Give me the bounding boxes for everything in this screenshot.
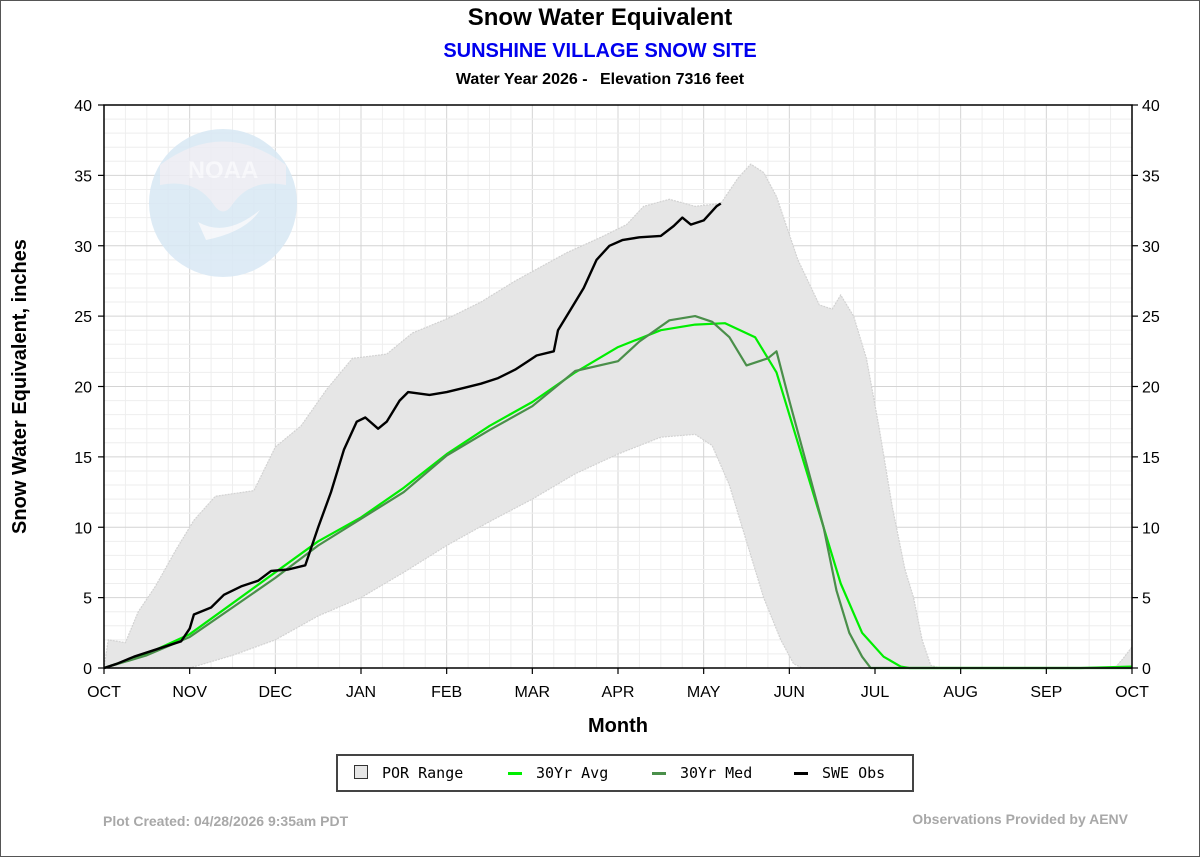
x-tick-label: MAR bbox=[515, 684, 551, 701]
y-tick-label-right: 30 bbox=[1142, 239, 1160, 256]
plot-created: Plot Created: 04/28/2026 9:35am PDT bbox=[103, 813, 349, 829]
noaa-wing-shape bbox=[198, 210, 260, 240]
legend: POR Range 30Yr Avg 30Yr Med SWE Obs bbox=[336, 754, 914, 792]
x-tick-label: JUL bbox=[861, 684, 890, 701]
y-tick-label-right: 15 bbox=[1142, 450, 1160, 467]
legend-med-swatch bbox=[652, 772, 666, 775]
x-tick-label: FEB bbox=[431, 684, 462, 701]
noaa-watermark: NOAA bbox=[149, 129, 297, 277]
legend-obs-swatch bbox=[794, 772, 808, 775]
x-axis-label: Month bbox=[588, 715, 648, 737]
x-tick-label: APR bbox=[602, 684, 635, 701]
x-tick-label: OCT bbox=[1115, 684, 1149, 701]
chart-title: Snow Water Equivalent bbox=[467, 4, 733, 31]
axes: OCT NOV DEC JAN FEB MAR APR MAY JUN JUL AUG SEP OCT 0… bbox=[74, 98, 1160, 701]
y-tick-label-left: 20 bbox=[74, 380, 92, 397]
site-name: SUNSHINE VILLAGE SNOW SITE bbox=[443, 40, 757, 62]
legend-med-label: 30Yr Med bbox=[680, 764, 753, 782]
x-tick-label: DEC bbox=[258, 684, 292, 701]
y-tick-label-right: 5 bbox=[1142, 591, 1151, 608]
legend-avg-swatch bbox=[508, 772, 522, 775]
y-axis-label: Snow Water Equivalent, inches bbox=[9, 239, 31, 534]
y-tick-label-left: 10 bbox=[74, 520, 92, 537]
swe-obs-line bbox=[103, 202, 722, 670]
legend-avg-label: 30Yr Avg bbox=[536, 764, 609, 782]
noaa-logo-text: NOAA bbox=[188, 157, 259, 184]
y-tick-label-right: 10 bbox=[1142, 520, 1160, 537]
chart-subtitle: Water Year 2026 - Elevation 7316 feet bbox=[0, 71, 1200, 89]
y-tick-label-left: 0 bbox=[83, 661, 92, 678]
noaa-bird-shape bbox=[160, 141, 286, 212]
y-tick-label-left: 15 bbox=[74, 450, 92, 467]
elevation-label: Elevation 7316 feet bbox=[600, 71, 745, 88]
y-tick-label-left: 25 bbox=[74, 309, 92, 326]
legend-por-label: POR Range bbox=[382, 764, 464, 782]
y-tick-label-left: 5 bbox=[83, 591, 92, 608]
legend-por-swatch bbox=[354, 765, 368, 779]
30yr-med-line bbox=[103, 315, 1132, 670]
y-tick-label-left: 30 bbox=[74, 239, 92, 256]
x-tick-label: NOV bbox=[172, 684, 207, 701]
water-year-label: Water Year 2026 - bbox=[455, 71, 588, 88]
x-tick-label: MAY bbox=[687, 684, 721, 701]
por-range-band bbox=[103, 163, 1133, 669]
legend-obs-label: SWE Obs bbox=[822, 764, 886, 782]
data-provider: Observations Provided by AENV bbox=[912, 811, 1128, 827]
x-tick-label: SEP bbox=[1030, 684, 1062, 701]
x-tick-label: OCT bbox=[87, 684, 121, 701]
y-tick-label-right: 40 bbox=[1142, 98, 1160, 115]
y-tick-label-right: 20 bbox=[1142, 380, 1160, 397]
y-tick-label-right: 35 bbox=[1142, 168, 1160, 185]
y-tick-label-right: 0 bbox=[1142, 661, 1151, 678]
30yr-avg-line bbox=[103, 322, 1133, 670]
x-tick-label: AUG bbox=[943, 684, 978, 701]
x-tick-label: JUN bbox=[774, 684, 805, 701]
y-tick-label-left: 35 bbox=[74, 168, 92, 185]
plot-area bbox=[103, 163, 1133, 670]
y-tick-label-right: 25 bbox=[1142, 309, 1160, 326]
x-tick-label: JAN bbox=[346, 684, 376, 701]
y-tick-label-left: 40 bbox=[74, 98, 92, 115]
